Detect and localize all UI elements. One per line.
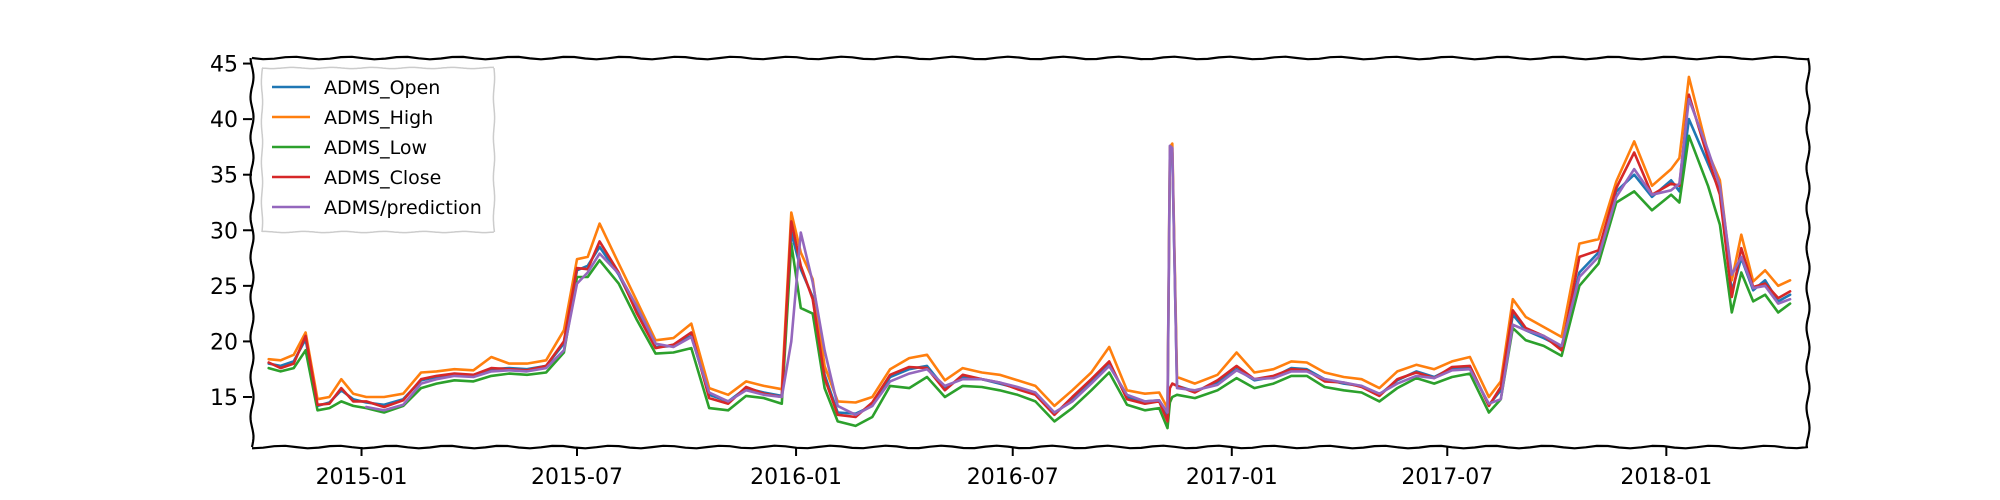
y-tick-label: 45 bbox=[210, 53, 238, 78]
legend-item: ADMS/prediction bbox=[272, 197, 482, 219]
x-axis: 2015-01 2015-07 2016-01 2016-07 2017-01 2017-… bbox=[316, 447, 1712, 490]
y-tick-label: 20 bbox=[210, 330, 238, 355]
series-4 bbox=[365, 97, 1792, 417]
series-line bbox=[267, 75, 1792, 410]
series-3 bbox=[267, 93, 1792, 423]
legend-label: ADMS/prediction bbox=[324, 197, 482, 219]
legend-item: ADMS_High bbox=[272, 107, 433, 129]
y-tick-label: 40 bbox=[210, 108, 238, 133]
x-tick-label: 2017-01 bbox=[1186, 465, 1278, 490]
series-1 bbox=[267, 75, 1792, 410]
x-tick-label: 2015-07 bbox=[531, 465, 623, 490]
y-tick-label: 30 bbox=[210, 219, 238, 244]
legend-label: ADMS_Open bbox=[324, 77, 440, 99]
legend-item: ADMS_Open bbox=[272, 77, 440, 99]
y-tick-label: 15 bbox=[210, 386, 238, 411]
x-tick-label: 2017-07 bbox=[1401, 465, 1493, 490]
legend-item: ADMS_Low bbox=[272, 137, 427, 159]
legend-label: ADMS_Close bbox=[324, 167, 441, 189]
series-line bbox=[365, 97, 1792, 417]
series-2 bbox=[267, 134, 1792, 430]
legend-label: ADMS_Low bbox=[324, 137, 427, 159]
x-tick-label: 2016-07 bbox=[967, 465, 1059, 490]
legend: ADMS_Open ADMS_High ADMS_Low ADMS_Close ADMS… bbox=[260, 66, 496, 234]
y-axis: 15 20 25 30 35 40 45 bbox=[210, 53, 252, 411]
plot-area bbox=[267, 75, 1792, 430]
legend-item: ADMS_Close bbox=[272, 167, 441, 189]
y-tick-label: 25 bbox=[210, 275, 238, 300]
series-line bbox=[267, 134, 1792, 430]
axes-frame bbox=[249, 55, 1811, 450]
legend-label: ADMS_High bbox=[324, 107, 433, 129]
y-tick-label: 35 bbox=[210, 164, 238, 189]
legend-frame bbox=[260, 66, 496, 234]
series-line bbox=[267, 93, 1792, 423]
x-tick-label: 2015-01 bbox=[316, 465, 408, 490]
x-tick-label: 2018-01 bbox=[1620, 465, 1712, 490]
x-tick-label: 2016-01 bbox=[750, 465, 842, 490]
